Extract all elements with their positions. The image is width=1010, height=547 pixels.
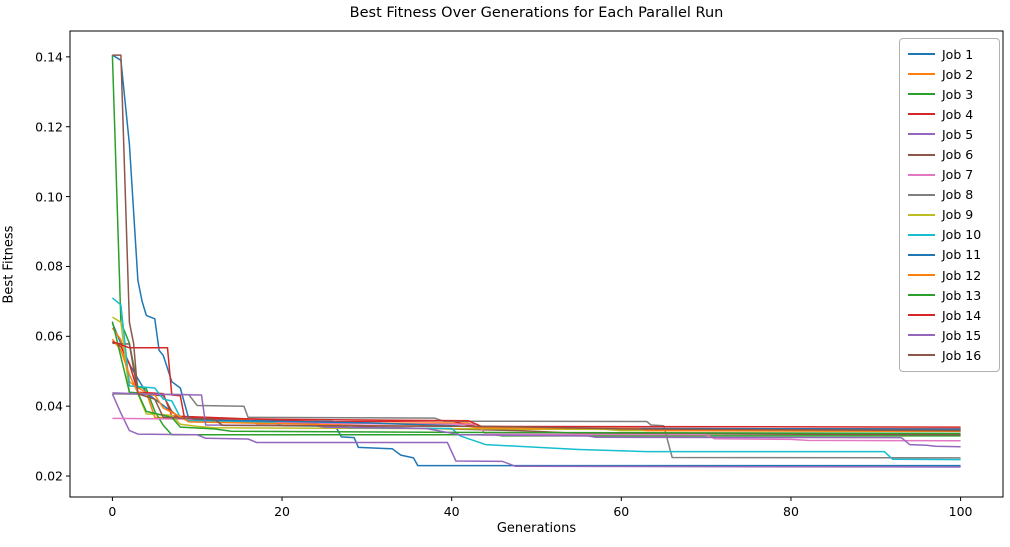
series-line-9 xyxy=(112,316,961,433)
legend-swatch-icon xyxy=(908,213,935,216)
legend-item-5: Job 5 xyxy=(908,124,999,144)
series-line-11 xyxy=(112,54,961,430)
legend-swatch-icon xyxy=(908,274,935,277)
legend-item-12: Job 12 xyxy=(908,265,999,285)
series-line-2 xyxy=(111,327,961,431)
legend-label: Job 13 xyxy=(942,287,982,303)
y-tick-label: 0.10 xyxy=(35,189,63,205)
series-line-14 xyxy=(112,340,961,428)
y-tick-label: 0.06 xyxy=(35,328,63,344)
legend-swatch-icon xyxy=(908,294,935,297)
legend-swatch-icon xyxy=(908,354,935,357)
x-tick-label: 60 xyxy=(613,504,630,519)
x-axis-label: Generations xyxy=(496,521,577,536)
legend-item-4: Job 4 xyxy=(908,104,999,124)
legend-swatch-icon xyxy=(908,113,935,116)
x-tick-label: 0 xyxy=(108,504,117,519)
legend-label: Job 7 xyxy=(942,167,974,183)
series-line-16 xyxy=(112,54,961,432)
legend-item-14: Job 14 xyxy=(908,305,999,325)
legend-item-3: Job 3 xyxy=(908,84,999,104)
legend-label: Job 11 xyxy=(942,247,982,263)
series-line-3 xyxy=(111,55,961,437)
series-line-13 xyxy=(111,321,961,435)
y-tick-label: 0.08 xyxy=(35,258,63,274)
legend-item-16: Job 16 xyxy=(908,345,999,365)
x-tick-label: 40 xyxy=(443,504,460,519)
legend-swatch-icon xyxy=(908,233,935,236)
legend-label: Job 3 xyxy=(942,86,974,102)
legend-label: Job 2 xyxy=(942,66,974,82)
legend-swatch-icon xyxy=(908,253,935,256)
legend-item-2: Job 2 xyxy=(908,64,999,84)
series-line-15 xyxy=(112,392,961,448)
series-line-1 xyxy=(111,322,961,467)
legend-label: Job 14 xyxy=(942,307,982,323)
legend-item-7: Job 7 xyxy=(908,165,999,185)
legend-item-10: Job 10 xyxy=(908,225,999,245)
legend-label: Job 16 xyxy=(942,347,982,363)
legend-label: Job 6 xyxy=(942,147,974,163)
legend-label: Job 5 xyxy=(942,126,974,142)
x-tick-label: 80 xyxy=(783,504,799,519)
legend-label: Job 4 xyxy=(942,106,974,122)
y-tick-label: 0.02 xyxy=(35,468,63,484)
x-tick-label: 20 xyxy=(274,504,290,519)
legend-swatch-icon xyxy=(908,73,935,76)
legend-swatch-icon xyxy=(908,153,935,156)
legend-swatch-icon xyxy=(908,93,935,96)
legend-item-6: Job 6 xyxy=(908,144,999,164)
legend-swatch-icon xyxy=(908,173,935,176)
y-tick-label: 0.12 xyxy=(35,119,63,135)
legend-label: Job 1 xyxy=(942,46,974,62)
legend-label: Job 15 xyxy=(942,327,982,343)
chart-title: Best Fitness Over Generations for Each P… xyxy=(349,5,724,21)
legend-box: Job 1 Job 2 Job 3 Job 4 Job 5 Job 6 Job 7 Job 8… xyxy=(899,38,1000,372)
y-tick-label: 0.14 xyxy=(35,49,63,65)
series-line-12 xyxy=(111,338,961,433)
x-tick-label: 100 xyxy=(948,504,973,519)
series-line-4 xyxy=(112,340,961,430)
legend-swatch-icon xyxy=(908,334,935,337)
legend-label: Job 12 xyxy=(942,267,982,283)
legend-item-8: Job 8 xyxy=(908,185,999,205)
legend-swatch-icon xyxy=(908,53,935,56)
legend-label: Job 9 xyxy=(942,207,974,223)
legend-swatch-icon xyxy=(908,133,935,136)
legend-swatch-icon xyxy=(908,193,935,196)
legend-swatch-icon xyxy=(908,314,935,317)
legend-item-11: Job 11 xyxy=(908,245,999,265)
y-tick-label: 0.04 xyxy=(35,398,63,414)
legend-label: Job 8 xyxy=(942,187,974,203)
legend-item-1: Job 1 xyxy=(908,44,999,64)
legend-item-9: Job 9 xyxy=(908,205,999,225)
legend-item-15: Job 15 xyxy=(908,325,999,345)
legend-label: Job 10 xyxy=(942,227,982,243)
legend-item-13: Job 13 xyxy=(908,285,999,305)
plot-frame xyxy=(69,30,1004,498)
series-line-5 xyxy=(111,393,961,468)
